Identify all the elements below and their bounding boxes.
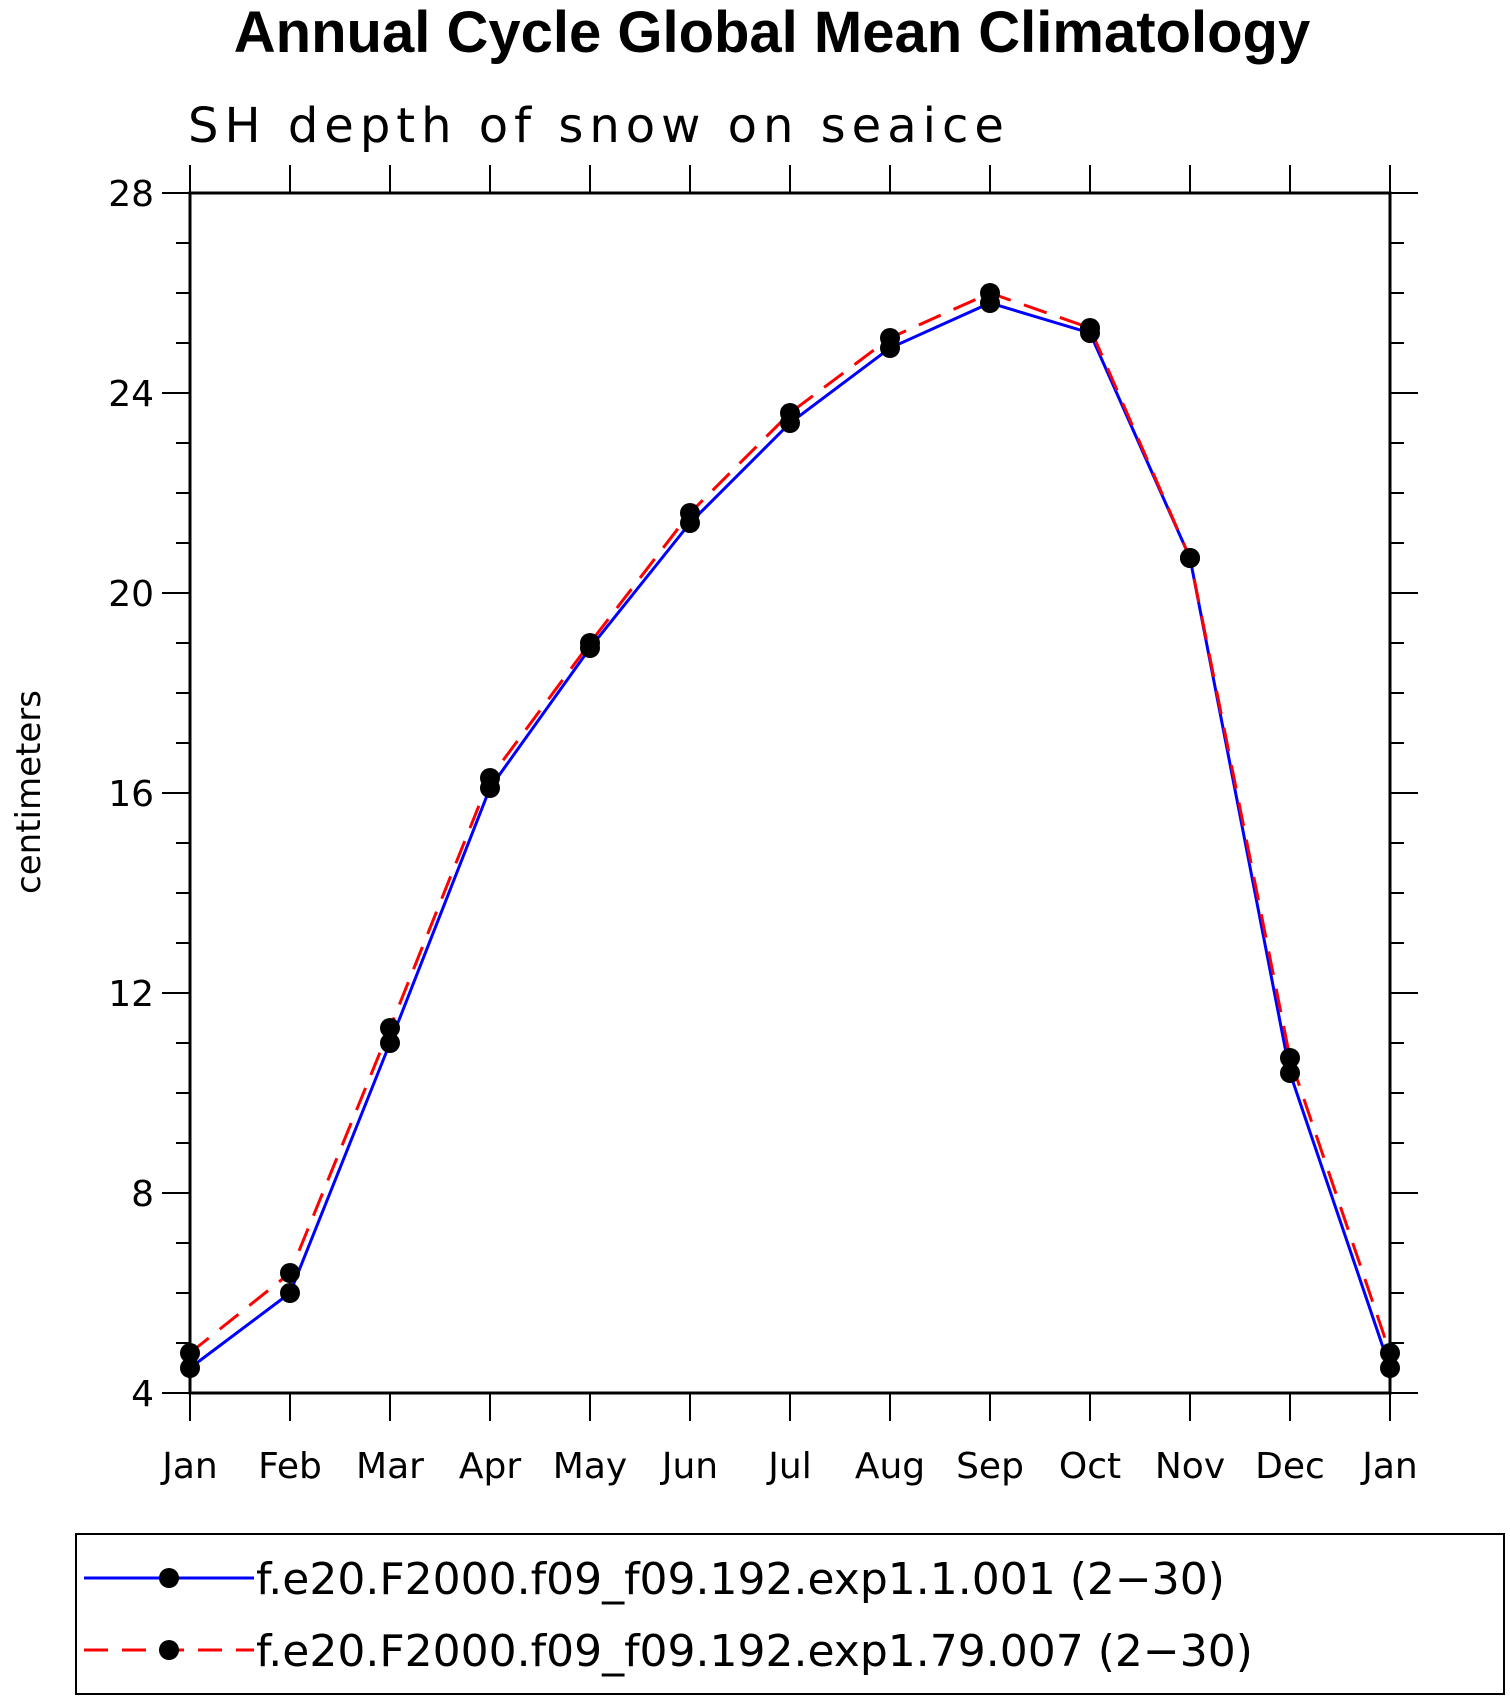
x-tick-label: Dec	[1255, 1446, 1325, 1487]
x-tick-label: Feb	[258, 1446, 322, 1487]
y-tick-label: 4	[131, 1374, 154, 1415]
legend-entry-series-2: f.e20.F2000.f09_f09.192.exp1.79.007 (2−3…	[256, 1626, 1253, 1677]
y-axis-label: centimeters	[9, 690, 49, 894]
x-tick-label: Sep	[956, 1446, 1024, 1487]
x-tick-label: Jul	[766, 1446, 811, 1487]
data-point-series-1	[1280, 1063, 1300, 1083]
data-point-series-2	[280, 1263, 300, 1283]
legend-marker-series-1	[159, 1568, 179, 1588]
chart-subtitle: SH depth of snow on seaice	[188, 98, 1010, 154]
series-group	[180, 283, 1400, 1378]
legend-box	[75, 1533, 1505, 1695]
legend-entry-series-1: f.e20.F2000.f09_f09.192.exp1.1.001 (2−30…	[256, 1554, 1225, 1605]
data-point-series-2	[1280, 1048, 1300, 1068]
x-tick-label: Aug	[855, 1446, 925, 1487]
legend-marker-series-2	[159, 1640, 179, 1660]
data-point-series-1	[280, 1283, 300, 1303]
y-tick-label: 8	[131, 1174, 154, 1215]
data-point-series-2	[1080, 318, 1100, 338]
legend: f.e20.F2000.f09_f09.192.exp1.1.001 (2−30…	[75, 1533, 1505, 1695]
y-tick-label: 28	[108, 174, 154, 215]
data-point-series-2	[680, 503, 700, 523]
data-point-series-2	[880, 328, 900, 348]
data-point-series-1	[380, 1033, 400, 1053]
y-tick-labels: 4 8 12 16 20 24 28	[108, 174, 154, 1415]
series-line-2	[189, 291, 1392, 1355]
x-tick-label: Apr	[459, 1446, 521, 1487]
y-tick-label: 16	[108, 774, 154, 815]
x-tick-labels: Jan Feb Mar Apr May Jun Jul Aug Sep Oct Nov Dec Jan	[160, 1446, 1418, 1487]
axis-ticks	[162, 165, 1418, 1421]
data-point-series-2	[980, 283, 1000, 303]
data-point-series-2	[480, 768, 500, 788]
x-tick-label: Jan	[160, 1446, 218, 1487]
x-tick-label: Oct	[1059, 1446, 1121, 1487]
x-tick-label: Mar	[356, 1446, 424, 1487]
y-tick-label: 24	[108, 374, 154, 415]
data-point-series-2	[780, 403, 800, 423]
data-point-series-2	[380, 1018, 400, 1038]
y-tick-label: 20	[108, 574, 154, 615]
x-tick-label: May	[553, 1446, 627, 1487]
data-point-series-2	[1180, 548, 1200, 568]
plot-frame	[188, 191, 1392, 1395]
x-tick-label: Nov	[1155, 1446, 1225, 1487]
data-point-series-2	[580, 633, 600, 653]
x-tick-label: Jan	[1360, 1446, 1418, 1487]
series-line-1	[189, 301, 1392, 1370]
y-tick-label: 12	[108, 974, 154, 1015]
chart-title: Annual Cycle Global Mean Climatology	[234, 0, 1310, 65]
x-tick-label: Jun	[660, 1446, 718, 1487]
